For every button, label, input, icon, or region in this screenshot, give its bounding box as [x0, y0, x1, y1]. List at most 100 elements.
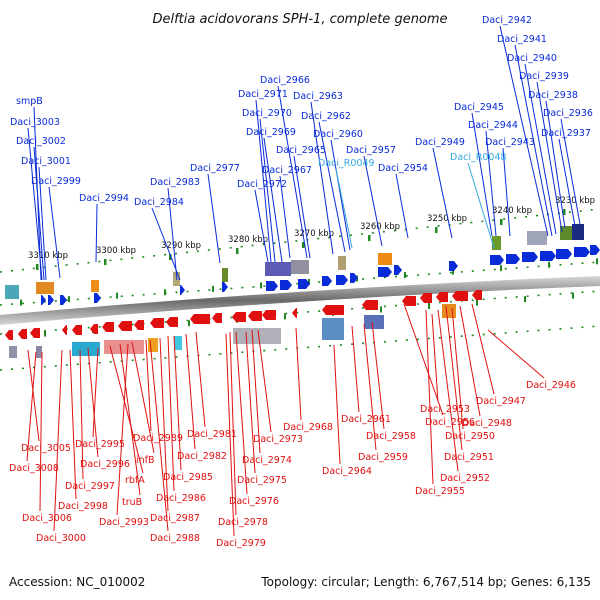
feature-box: [338, 256, 346, 270]
top-gene-label: Daci_2942: [482, 15, 532, 26]
top-gene-label: Daci_2944: [468, 120, 518, 131]
bottom-gene-label: Daci_2989: [133, 433, 183, 444]
top-leader-line: [263, 137, 283, 263]
top-gene-label: Daci_2940: [507, 53, 557, 64]
reverse-gene-arrow: [232, 312, 246, 322]
scale-label: 3240 kbp: [492, 206, 532, 216]
scale-tick: [500, 219, 503, 225]
bottom-leader-line: [229, 331, 237, 516]
reverse-gene-arrow: [102, 322, 114, 332]
bottom-gene-label: Daci_2976: [229, 496, 279, 507]
reverse-gene-arrow: [292, 308, 297, 318]
top-gene-label: Daci_2936: [543, 108, 593, 119]
top-leader-line: [502, 147, 511, 237]
top-leader-line: [38, 166, 47, 281]
track-tick: [476, 299, 478, 306]
top-gene-label: Daci_2969: [246, 127, 296, 138]
forward-gene-arrow: [94, 293, 101, 303]
track-tick: [572, 292, 574, 299]
top-leader-line: [279, 175, 291, 259]
bottom-gene-label: Daci_2979: [216, 538, 266, 549]
scale-tick: [236, 248, 239, 254]
forward-gene-arrow: [350, 273, 358, 283]
genome-backbone: [0, 276, 600, 325]
bottom-gene-label: Daci_2955: [415, 486, 465, 497]
bottom-leader-line: [159, 337, 169, 512]
bottom-gene-label: Daci_2950: [445, 431, 495, 442]
top-leader-line: [514, 44, 553, 237]
bottom-leader-line: [195, 331, 206, 428]
forward-gene-arrow: [41, 295, 46, 305]
scale-tick: [104, 259, 107, 265]
top-gene-label: Daci_2938: [528, 90, 578, 101]
map-title: Delftia acidovorans SPH-1, complete geno…: [152, 12, 447, 27]
topology-text: Topology: circular; Length: 6,767,514 bp…: [260, 575, 591, 589]
bottom-gene-label: Daci_2986: [156, 493, 206, 504]
bottom-gene-label: Daci_2987: [150, 513, 200, 524]
feature-box: [148, 338, 158, 352]
bottom-leader-line: [116, 343, 129, 516]
bottom-gene-label: Daci_2998: [58, 501, 108, 512]
top-gene-labels: smpB Daci_3003 Daci_3002 Daci_3001 Daci_2999…: [10, 15, 593, 208]
forward-gene-arrow: [574, 247, 590, 257]
bottom-gene-label: Daci_2982: [177, 451, 227, 462]
top-gene-label: Daci_R0048: [450, 152, 507, 163]
scale-tick: [302, 242, 305, 248]
forward-gene-arrow: [222, 282, 228, 292]
reverse-gene-arrow: [472, 290, 482, 300]
top-leader-line: [467, 162, 495, 249]
top-gene-label: smpB: [16, 96, 43, 107]
reverse-gene-arrow: [30, 328, 40, 338]
reverse-gene-arrow: [5, 330, 13, 340]
bottom-leader-line: [431, 313, 439, 403]
feature-box: [265, 262, 291, 276]
forward-gene-arrow: [490, 255, 504, 265]
track-tick: [308, 278, 310, 285]
top-gene-label: Daci_2960: [313, 129, 363, 140]
dotted-track-line: [0, 208, 600, 273]
scale-label: 3270 kbp: [294, 229, 334, 239]
dotted-track-line: [0, 325, 600, 371]
reverse-gene-arrow: [436, 292, 448, 302]
track-tick: [380, 306, 382, 313]
top-leader-line: [363, 155, 383, 247]
track-tick: [116, 292, 118, 299]
bottom-leader-line: [109, 345, 144, 474]
bottom-gene-label: Daci_2951: [444, 452, 494, 463]
bottom-gene-label: Daci_2988: [150, 533, 200, 544]
bottom-leader-line: [251, 329, 261, 454]
top-leader-line: [558, 138, 576, 227]
forward-strand-genes: [41, 245, 600, 305]
feature-box: [527, 231, 547, 245]
feature-box: [492, 236, 501, 250]
reverse-gene-arrow: [190, 314, 210, 324]
reverse-gene-arrow: [18, 329, 27, 339]
bottom-leader-line: [87, 347, 99, 458]
bottom-gene-label: Daci_2985: [163, 472, 213, 483]
top-leader-line: [255, 99, 272, 263]
track-tick: [68, 296, 70, 303]
bottom-gene-labels: Daci_3005 Daci_3008 Daci_3006 Daci_3000 Daci…: [9, 380, 576, 549]
track-tick: [44, 330, 46, 337]
bottom-gene-label: Daci_2975: [237, 475, 287, 486]
top-leader-line: [254, 189, 269, 263]
track-tick: [596, 258, 598, 265]
top-leader-line: [259, 118, 276, 263]
top-gene-label: Daci_2954: [378, 163, 428, 174]
top-gene-label: Daci_2972: [237, 179, 287, 190]
top-gene-label: Daci_3003: [10, 117, 60, 128]
reverse-gene-arrow: [90, 324, 98, 334]
forward-gene-arrow: [180, 285, 185, 295]
top-leader-line: [560, 118, 581, 225]
scale-label: 3250 kbp: [427, 214, 467, 224]
top-gene-label: Daci_R0049: [318, 158, 375, 169]
feature-box: [5, 285, 19, 299]
feature-box: [378, 253, 392, 265]
feature-box: [36, 282, 54, 294]
top-leader-line: [27, 127, 43, 281]
scale-label: 3290 kbp: [161, 241, 201, 251]
forward-gene-arrow: [266, 281, 278, 291]
bottom-leader-line: [425, 309, 434, 485]
forward-gene-arrow: [394, 265, 402, 275]
reverse-gene-arrow: [362, 300, 378, 310]
